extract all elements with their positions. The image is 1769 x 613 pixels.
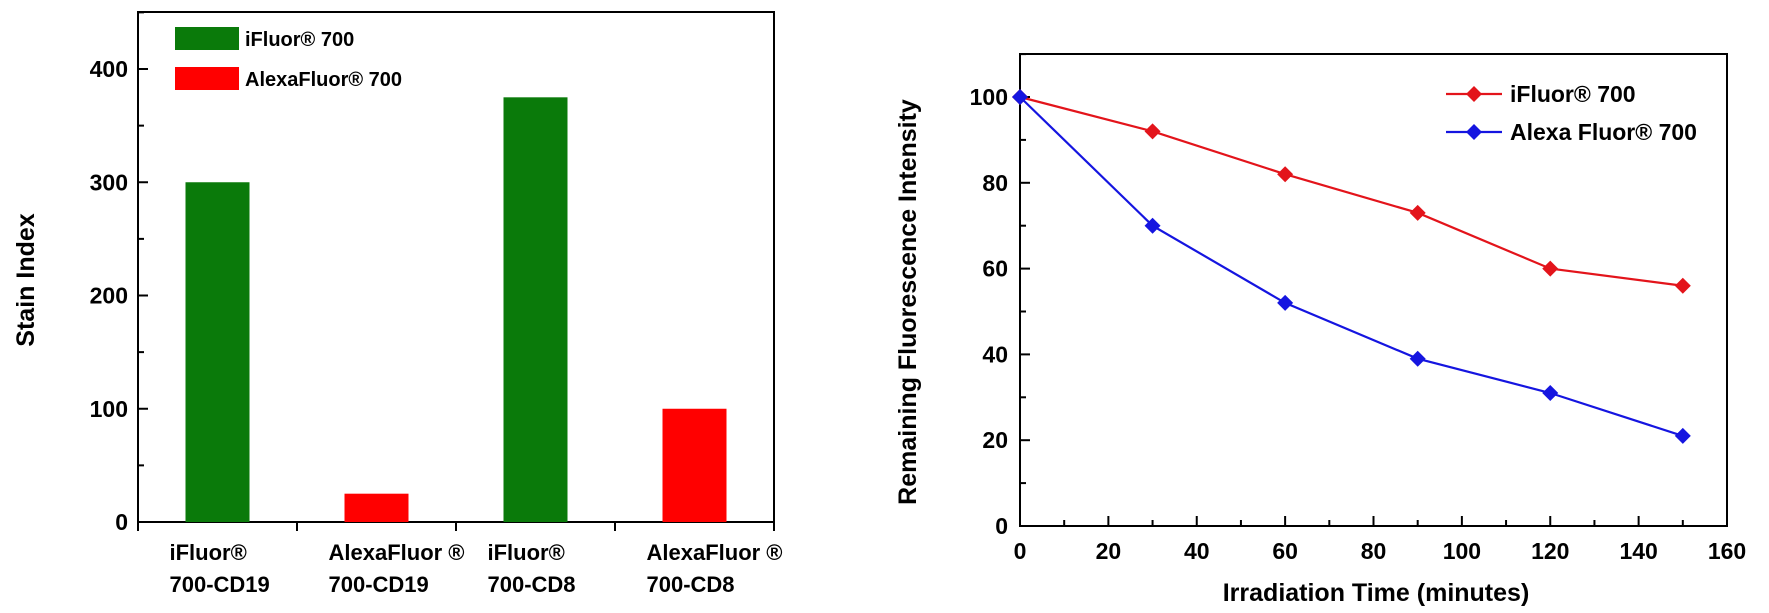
line-point-ifluor-700 — [1144, 123, 1161, 140]
bar-legend-label-alexa: AlexaFluor® 700 — [245, 69, 402, 91]
line-y-axis-title: Remaining Fluorescence Intensity — [894, 99, 922, 505]
bar-category-label-2: AlexaFluor ® — [329, 540, 465, 565]
line-point-alexa-fluor-700 — [1012, 89, 1028, 105]
bar-legend-swatch-alexa — [175, 67, 239, 90]
line-series-ifluor-700 — [1019, 95, 1683, 287]
line-point-alexa-fluor-700 — [1409, 350, 1426, 367]
bar-legend: iFluor® 700 AlexaFluor® 700 — [175, 27, 402, 91]
line-point-alexa-fluor-700 — [1542, 385, 1559, 402]
bar-1 — [185, 182, 250, 522]
bar-category-label-3: 700-CD8 — [488, 572, 576, 597]
line-y-tick-label: 60 — [982, 256, 1008, 282]
bar-x-axis — [137, 522, 775, 531]
bar-y-tick-label: 0 — [115, 509, 128, 535]
bar-legend-swatch-ifluor — [175, 27, 239, 50]
line-legend-label-alexa-fluor-700: Alexa Fluor® 700 — [1510, 119, 1697, 145]
bar-chart: 0 100 200 300 400 iFluor® 700-CD19 AlexaFluor … — [12, 11, 783, 597]
bar-y-axis: 0 100 200 300 400 — [90, 11, 148, 535]
line-x-tick-label: 160 — [1708, 538, 1746, 564]
line-point-ifluor-700 — [1542, 260, 1559, 277]
line-series — [1012, 89, 1691, 444]
line-legend-label-ifluor-700: iFluor® 700 — [1510, 81, 1636, 107]
line-series-alexa-fluor-700 — [1019, 96, 1684, 437]
bar-4 — [662, 408, 727, 522]
line-x-axis-title: Irradiation Time (minutes) — [1223, 579, 1530, 607]
line-legend: iFluor® 700 Alexa Fluor® 700 — [1446, 81, 1697, 145]
line-x-tick-label: 0 — [1014, 538, 1027, 564]
line-y-tick-label: 0 — [995, 513, 1008, 539]
line-x-tick-label: 40 — [1184, 538, 1210, 564]
line-point-ifluor-700 — [1409, 204, 1426, 221]
line-point-ifluor-700 — [1277, 166, 1294, 183]
bar-y-tick-label: 100 — [90, 396, 128, 422]
line-x-tick-label: 60 — [1272, 538, 1298, 564]
bar-y-tick-label: 400 — [90, 56, 128, 82]
bar-3 — [503, 97, 568, 522]
line-x-tick-label: 100 — [1443, 538, 1481, 564]
line-y-tick-label: 20 — [982, 427, 1008, 453]
line-chart: 0 20 40 60 80 100 0 20 40 60 80 100 120 140 160 Irrad… — [894, 53, 1746, 607]
bar-category-label-1: iFluor® — [170, 540, 247, 565]
line-x-tick-label: 20 — [1096, 538, 1122, 564]
bar-category-labels: iFluor® 700-CD19 AlexaFluor ® 700-CD19 iFluo… — [170, 540, 783, 597]
bar-category-label-3: iFluor® — [488, 540, 565, 565]
bar-category-label-4: 700-CD8 — [647, 572, 735, 597]
line-y-tick-label: 80 — [982, 170, 1008, 196]
line-y-axis: 0 20 40 60 80 100 — [970, 53, 1030, 539]
line-point-alexa-fluor-700 — [1674, 427, 1691, 444]
bar-category-label-2: 700-CD19 — [329, 572, 429, 597]
line-point-ifluor-700 — [1674, 277, 1691, 294]
line-x-tick-label: 120 — [1531, 538, 1569, 564]
bar-y-tick-label: 300 — [90, 169, 128, 195]
bar-category-label-1: 700-CD19 — [170, 572, 270, 597]
line-legend-marker-alexa-fluor-700 — [1466, 124, 1482, 140]
bar-legend-label-ifluor: iFluor® 700 — [245, 29, 354, 51]
bar-y-axis-title: Stain Index — [12, 213, 40, 346]
line-legend-marker-ifluor-700 — [1466, 86, 1482, 102]
bar-series — [185, 97, 727, 522]
bar-y-tick-label: 200 — [90, 283, 128, 309]
bar-2 — [344, 493, 409, 522]
line-y-tick-label: 100 — [970, 84, 1008, 110]
bar-category-label-4: AlexaFluor ® — [647, 540, 783, 565]
line-point-alexa-fluor-700 — [1144, 217, 1161, 234]
line-x-tick-label: 140 — [1619, 538, 1657, 564]
line-x-tick-label: 80 — [1361, 538, 1387, 564]
line-x-axis: 0 20 40 60 80 100 120 140 160 — [1014, 516, 1746, 564]
line-y-tick-label: 40 — [982, 341, 1008, 367]
line-point-alexa-fluor-700 — [1277, 294, 1294, 311]
